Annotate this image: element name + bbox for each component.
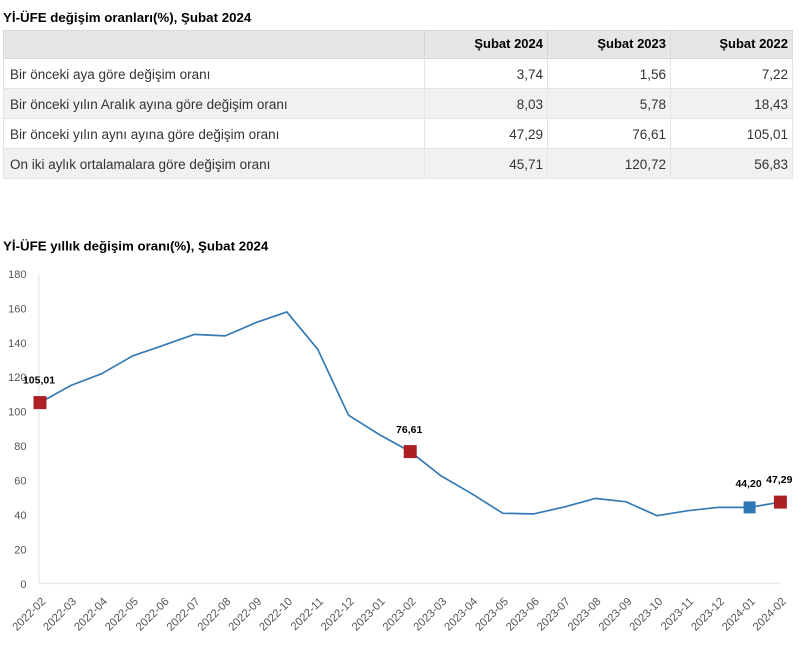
svg-text:120: 120 bbox=[8, 372, 26, 384]
svg-text:2022-02: 2022-02 bbox=[11, 596, 49, 634]
svg-text:2023-04: 2023-04 bbox=[442, 596, 480, 634]
svg-text:140: 140 bbox=[8, 338, 26, 350]
svg-text:47,29: 47,29 bbox=[766, 474, 792, 486]
svg-text:44,20: 44,20 bbox=[735, 478, 761, 490]
svg-text:105,01: 105,01 bbox=[23, 374, 55, 386]
svg-text:2023-01: 2023-01 bbox=[350, 596, 388, 634]
svg-text:2022-06: 2022-06 bbox=[134, 596, 172, 634]
svg-text:2023-05: 2023-05 bbox=[473, 596, 511, 634]
svg-text:2023-06: 2023-06 bbox=[504, 596, 542, 634]
svg-text:2023-02: 2023-02 bbox=[381, 596, 419, 634]
svg-text:2023-12: 2023-12 bbox=[689, 596, 727, 634]
svg-text:100: 100 bbox=[8, 407, 26, 419]
svg-text:2022-10: 2022-10 bbox=[257, 596, 295, 634]
svg-text:60: 60 bbox=[14, 476, 26, 488]
svg-text:2023-10: 2023-10 bbox=[628, 596, 666, 634]
svg-text:180: 180 bbox=[8, 269, 26, 281]
svg-text:20: 20 bbox=[14, 545, 26, 557]
svg-text:160: 160 bbox=[8, 303, 26, 315]
svg-text:2024-01: 2024-01 bbox=[720, 596, 758, 634]
svg-text:2024-02: 2024-02 bbox=[751, 596, 789, 634]
svg-text:2023-03: 2023-03 bbox=[412, 596, 450, 634]
svg-text:2022-05: 2022-05 bbox=[103, 596, 141, 634]
svg-text:2022-04: 2022-04 bbox=[72, 596, 110, 634]
svg-text:0: 0 bbox=[20, 579, 26, 591]
svg-text:2022-03: 2022-03 bbox=[41, 596, 79, 634]
svg-text:80: 80 bbox=[14, 441, 26, 453]
svg-text:2023-07: 2023-07 bbox=[535, 596, 573, 634]
svg-text:2022-08: 2022-08 bbox=[196, 596, 234, 634]
svg-text:2022-12: 2022-12 bbox=[319, 596, 357, 634]
svg-text:2023-08: 2023-08 bbox=[566, 596, 604, 634]
svg-text:2022-09: 2022-09 bbox=[227, 596, 265, 634]
svg-text:Yİ-ÜFE yıllık değişim oranı(%): Yİ-ÜFE yıllık değişim oranı(%), Şubat 20… bbox=[3, 238, 269, 253]
svg-text:2022-07: 2022-07 bbox=[165, 596, 203, 634]
svg-text:40: 40 bbox=[14, 510, 26, 522]
svg-text:76,61: 76,61 bbox=[396, 424, 422, 436]
svg-text:2023-09: 2023-09 bbox=[597, 596, 635, 634]
